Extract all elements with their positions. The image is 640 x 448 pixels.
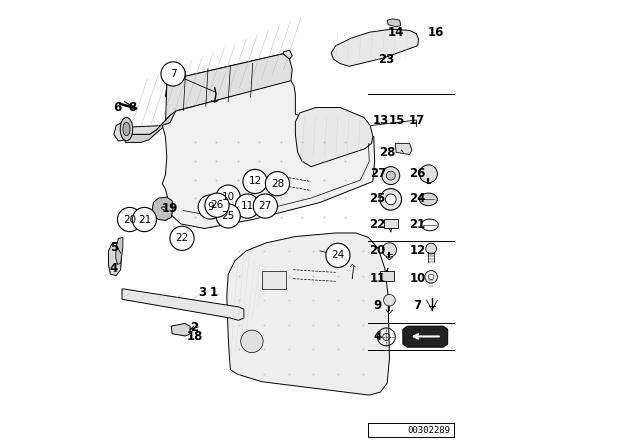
Text: 17: 17 bbox=[408, 113, 424, 127]
Text: 2: 2 bbox=[191, 320, 198, 334]
Text: 28: 28 bbox=[271, 179, 284, 189]
Polygon shape bbox=[332, 29, 419, 66]
Circle shape bbox=[380, 189, 401, 210]
Text: 3: 3 bbox=[198, 285, 207, 299]
Text: 8: 8 bbox=[129, 101, 137, 114]
Text: 19: 19 bbox=[162, 202, 178, 215]
Text: 25: 25 bbox=[369, 191, 385, 205]
Polygon shape bbox=[172, 323, 190, 336]
Text: 27: 27 bbox=[370, 167, 387, 181]
Text: 24: 24 bbox=[332, 250, 344, 260]
Text: 13: 13 bbox=[372, 113, 388, 127]
Circle shape bbox=[387, 171, 396, 180]
Polygon shape bbox=[403, 326, 448, 347]
Polygon shape bbox=[387, 19, 401, 27]
Circle shape bbox=[161, 62, 185, 86]
Circle shape bbox=[382, 167, 400, 185]
Text: 21: 21 bbox=[410, 218, 426, 232]
Text: 10: 10 bbox=[221, 192, 235, 202]
Ellipse shape bbox=[123, 122, 130, 136]
FancyBboxPatch shape bbox=[262, 271, 287, 289]
Circle shape bbox=[205, 193, 229, 217]
Circle shape bbox=[382, 243, 397, 257]
Text: 15: 15 bbox=[389, 113, 405, 127]
Circle shape bbox=[132, 207, 157, 232]
Text: 26: 26 bbox=[410, 167, 426, 181]
Text: 7: 7 bbox=[170, 69, 177, 79]
Text: 7: 7 bbox=[413, 299, 422, 312]
Text: 25: 25 bbox=[221, 211, 235, 221]
Text: 9: 9 bbox=[207, 202, 214, 212]
Circle shape bbox=[243, 169, 267, 194]
Circle shape bbox=[266, 172, 289, 196]
Text: 10: 10 bbox=[410, 272, 426, 285]
Text: 26: 26 bbox=[211, 200, 223, 210]
Text: 4: 4 bbox=[110, 262, 118, 276]
Circle shape bbox=[216, 204, 240, 228]
FancyBboxPatch shape bbox=[380, 271, 394, 281]
Text: 4: 4 bbox=[373, 330, 381, 344]
FancyBboxPatch shape bbox=[384, 219, 397, 228]
Polygon shape bbox=[122, 289, 244, 320]
Circle shape bbox=[170, 226, 194, 250]
Circle shape bbox=[383, 294, 396, 306]
Text: 28: 28 bbox=[379, 146, 396, 159]
Text: 14: 14 bbox=[388, 26, 404, 39]
Text: 5: 5 bbox=[110, 241, 118, 254]
Polygon shape bbox=[284, 50, 292, 59]
Circle shape bbox=[385, 194, 396, 205]
Polygon shape bbox=[114, 121, 125, 141]
Text: 6: 6 bbox=[113, 101, 122, 114]
Circle shape bbox=[118, 207, 141, 232]
Circle shape bbox=[198, 195, 222, 219]
Polygon shape bbox=[109, 243, 122, 276]
Circle shape bbox=[241, 330, 263, 353]
Ellipse shape bbox=[120, 117, 132, 141]
Polygon shape bbox=[152, 197, 173, 220]
Polygon shape bbox=[296, 108, 373, 167]
Circle shape bbox=[426, 243, 436, 254]
Circle shape bbox=[236, 194, 260, 218]
Circle shape bbox=[253, 194, 278, 218]
Text: 18: 18 bbox=[186, 330, 203, 344]
Circle shape bbox=[216, 185, 240, 209]
Text: 24: 24 bbox=[410, 191, 426, 205]
Text: 20: 20 bbox=[123, 215, 136, 224]
Text: 11: 11 bbox=[241, 201, 254, 211]
Text: 23: 23 bbox=[378, 52, 394, 66]
Circle shape bbox=[419, 165, 437, 183]
Text: 12: 12 bbox=[248, 177, 262, 186]
Ellipse shape bbox=[419, 193, 437, 206]
Text: 20: 20 bbox=[369, 244, 385, 258]
Text: 12: 12 bbox=[410, 244, 426, 258]
Text: 16: 16 bbox=[428, 26, 444, 39]
Text: 00302289: 00302289 bbox=[407, 426, 450, 435]
Polygon shape bbox=[396, 143, 412, 155]
Text: 11: 11 bbox=[369, 272, 385, 285]
Text: 22: 22 bbox=[369, 218, 385, 232]
Text: ę: ę bbox=[161, 205, 165, 211]
Text: 9: 9 bbox=[373, 299, 381, 312]
Polygon shape bbox=[116, 237, 123, 264]
Text: 22: 22 bbox=[175, 233, 189, 243]
Circle shape bbox=[425, 271, 437, 283]
Text: 1: 1 bbox=[209, 285, 218, 299]
Polygon shape bbox=[165, 54, 289, 96]
Polygon shape bbox=[125, 54, 292, 134]
Circle shape bbox=[326, 243, 350, 267]
Circle shape bbox=[428, 274, 434, 280]
Polygon shape bbox=[125, 82, 292, 142]
Polygon shape bbox=[227, 233, 389, 395]
Polygon shape bbox=[163, 81, 374, 228]
Text: 27: 27 bbox=[259, 201, 272, 211]
Text: 21: 21 bbox=[138, 215, 151, 224]
